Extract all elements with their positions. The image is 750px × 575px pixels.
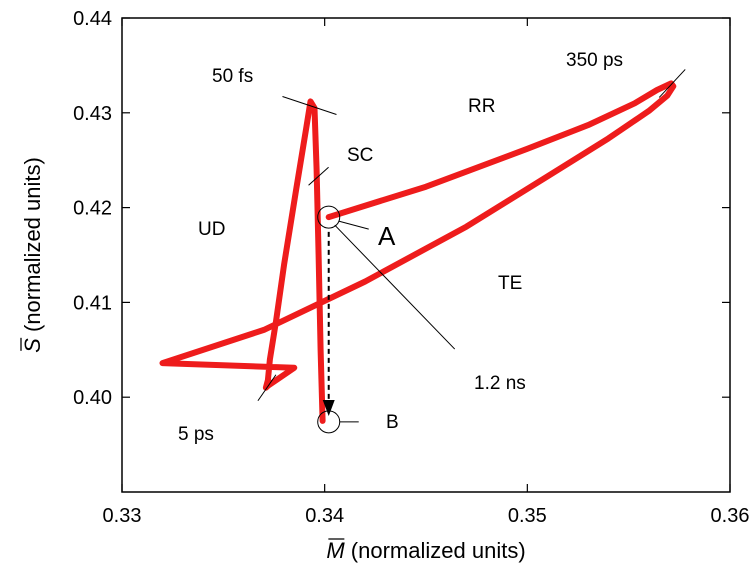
label-sc: SC	[347, 145, 373, 166]
label-5ps: 5 ps	[178, 424, 214, 445]
svg-text:M (normalized units): M (normalized units)	[326, 538, 525, 563]
label-b: B	[386, 412, 399, 433]
leader-a	[338, 220, 369, 230]
y-tick-label: 0.41	[73, 292, 112, 314]
y-tick-label: 0.40	[73, 387, 112, 409]
label-te: TE	[498, 273, 522, 294]
label-rr: RR	[468, 96, 495, 117]
leader-1-2ns	[334, 224, 456, 350]
y-axis-symbol: S	[20, 338, 45, 353]
trajectory-line	[159, 80, 677, 424]
y-tick-label: 0.44	[73, 8, 112, 30]
axis-ticks	[121, 17, 731, 492]
svg-text:S (normalized units): S (normalized units)	[20, 157, 45, 353]
plot-frame	[121, 17, 731, 493]
point-a-circle	[317, 205, 341, 229]
x-tick-label: 0.35	[508, 505, 547, 527]
label-50fs: 50 fs	[212, 66, 253, 87]
tick-5ps	[257, 374, 277, 402]
x-tick-label: 0.33	[103, 505, 142, 527]
x-axis-title: M (normalized units)	[326, 538, 525, 563]
x-tick-label: 0.36	[711, 505, 750, 527]
y-tick-label: 0.42	[73, 198, 112, 220]
x-tick-label: 0.34	[305, 505, 344, 527]
y-axis-suffix: (normalized units)	[20, 157, 45, 338]
y-tick-label: 0.43	[73, 103, 112, 125]
label-1-2ns: 1.2 ns	[474, 373, 526, 394]
x-axis-symbol: M	[326, 538, 345, 563]
tick-50fs	[282, 96, 337, 115]
label-ud: UD	[198, 219, 225, 240]
y-axis-title: S (normalized units)	[20, 157, 45, 353]
label-350ps: 350 ps	[566, 50, 623, 71]
arrow-head	[322, 399, 335, 416]
tick-labels: 0.33 0.34 0.35 0.36 0.40 0.41 0.42 0.43 0.44	[73, 8, 749, 527]
tick-350ps	[658, 69, 686, 98]
annotation-lines	[257, 69, 686, 423]
tick-sc	[308, 166, 329, 186]
x-axis-suffix: (normalized units)	[345, 538, 526, 563]
label-a: A	[378, 221, 396, 251]
